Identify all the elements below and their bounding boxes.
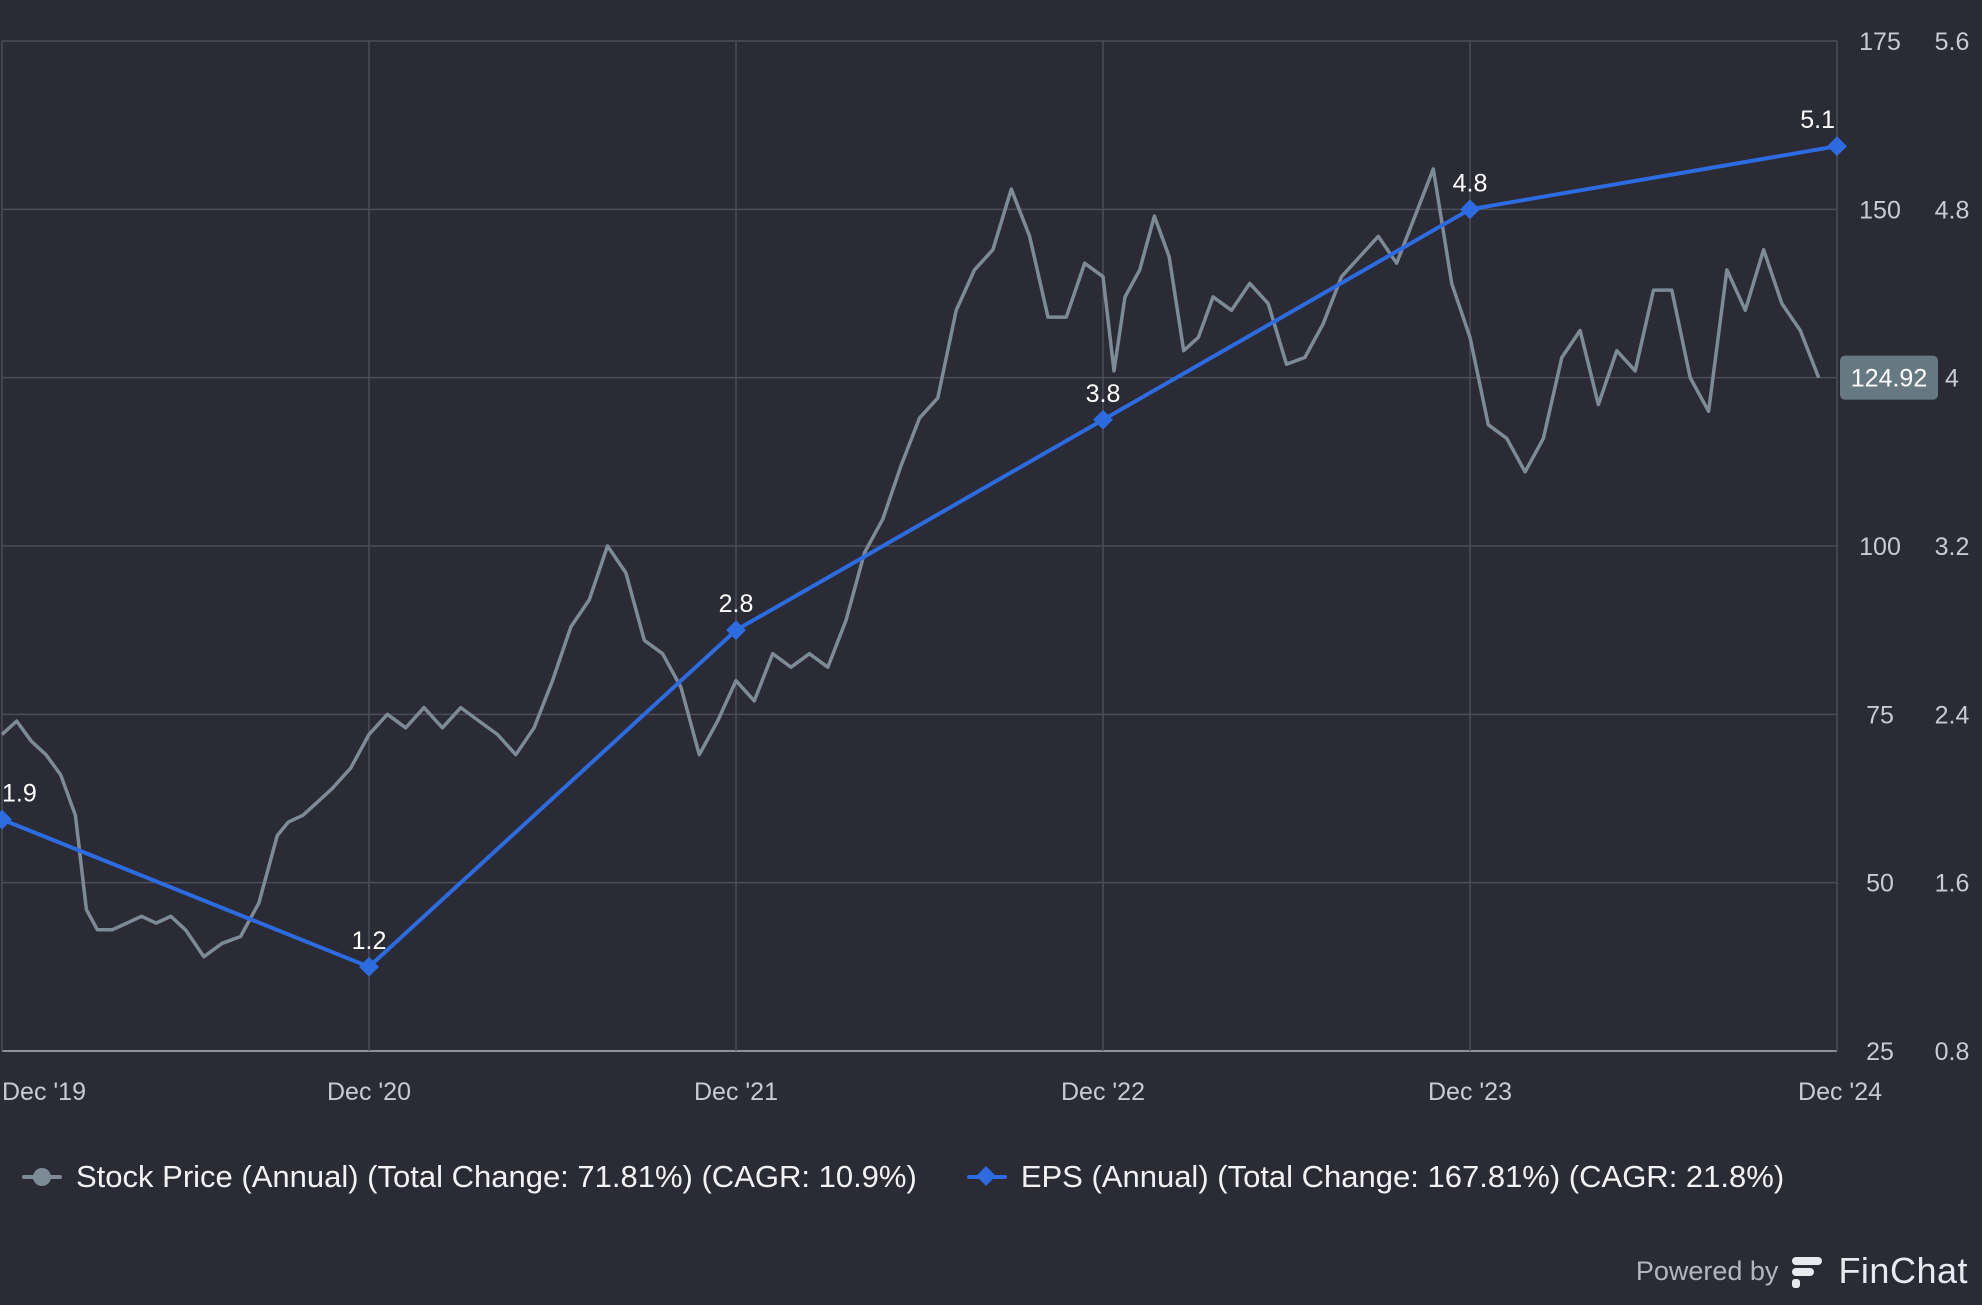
eps-point [1093,409,1113,430]
axes-layer: 1751501251007550255.64.843.22.41.60.8Dec… [2,28,1969,1106]
eps-series [0,136,1847,977]
y-right-tick-label: 1.6 [1935,870,1970,898]
powered-by-text: Powered by [1635,1255,1779,1286]
y-right-tick-label: 5.6 [1935,28,1970,56]
x-tick-label: Dec '20 [327,1078,411,1106]
x-tick-label: Dec '19 [2,1078,86,1106]
y-left-tick-label: 150 [1859,196,1901,224]
stock-price-legend-marker-icon [22,1167,62,1187]
x-tick-label: Dec '24 [1798,1078,1882,1106]
eps-point [0,809,12,830]
current-price-badge [1840,355,1938,400]
x-tick-label: Dec '23 [1428,1078,1512,1106]
y-left-tick-label: 75 [1866,701,1894,729]
powered-by-credit[interactable]: Powered by FinChat [1636,1250,1968,1292]
eps-point [1460,199,1480,220]
current-price-label: 124.92 [1851,365,1927,393]
legend-stock-price-label: Stock Price (Annual) (Total Change: 71.8… [76,1159,917,1194]
x-tick-label: Dec '21 [694,1078,778,1106]
eps-point [726,620,746,641]
stock-price-line [0,167,1821,959]
x-tick-label: Dec '22 [1061,1078,1145,1106]
legend-item-stock-price[interactable]: Stock Price (Annual) (Total Change: 71.8… [22,1159,917,1195]
eps-legend-marker-icon [966,1166,1007,1187]
y-right-tick-label: 2.4 [1935,701,1970,729]
finchat-brand-text: FinChat [1838,1250,1968,1291]
eps-line [1,144,1838,969]
eps-point [359,956,379,977]
legend-eps-label: EPS (Annual) (Total Change: 167.81%) (CA… [1020,1159,1785,1194]
stock-price-series [0,167,1821,959]
eps-data-label: 1.2 [352,927,387,955]
eps-data-label: 4.8 [1453,169,1488,197]
y-right-tick-label: 3.2 [1935,533,1970,561]
eps-data-label: 5.1 [1800,106,1835,134]
legend-item-eps[interactable]: EPS (Annual) (Total Change: 167.81%) (CA… [966,1159,1785,1195]
legend: Stock Price (Annual) (Total Change: 71.8… [22,1152,1784,1202]
y-right-tick-label: 0.8 [1935,1038,1970,1066]
y-left-tick-label: 175 [1859,28,1901,56]
data-labels-layer: 124.92 1.9 1.2 2.8 3.8 4.8 5.1 [2,106,1938,955]
eps-data-label: 1.9 [2,780,37,808]
y-right-tick-label: 4.8 [1935,196,1970,224]
eps-data-label: 3.8 [1086,380,1121,408]
y-left-tick-label: 25 [1866,1038,1894,1066]
y-right-tick-label: 4 [1945,365,1959,393]
y-left-tick-label: 50 [1866,870,1894,898]
finchat-logo-icon [1792,1257,1823,1288]
eps-data-label: 2.8 [719,590,754,618]
y-left-tick-label: 100 [1859,533,1901,561]
eps-point [1827,136,1847,157]
